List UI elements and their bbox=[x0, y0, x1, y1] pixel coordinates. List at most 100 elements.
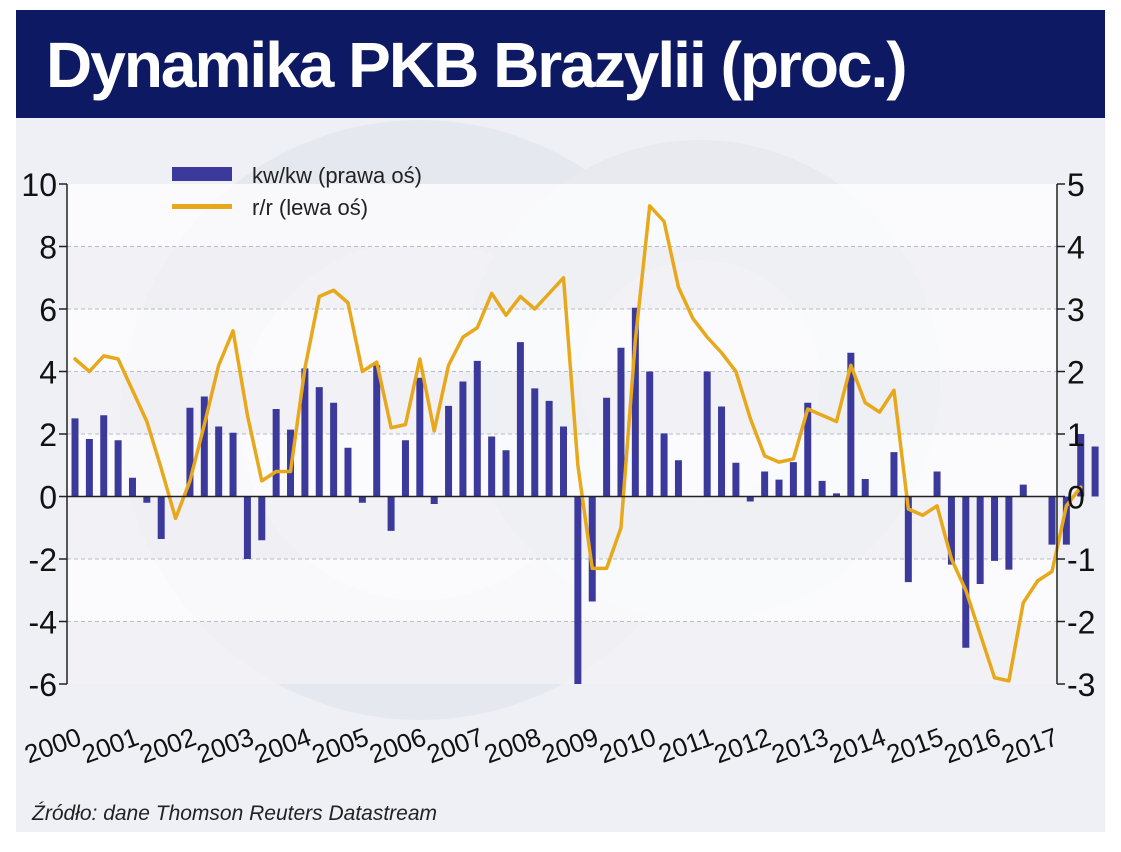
bar bbox=[243, 496, 251, 559]
x-tick-label: 2012 bbox=[710, 721, 775, 769]
bar bbox=[818, 480, 826, 497]
bar bbox=[1077, 434, 1085, 497]
x-tick-label: 2013 bbox=[768, 721, 833, 769]
bar bbox=[71, 418, 79, 497]
bar bbox=[100, 415, 108, 497]
left-tick-label: 4 bbox=[39, 355, 57, 391]
bar bbox=[904, 496, 912, 583]
bar bbox=[358, 496, 366, 503]
legend-label-line: r/r (lewa oś) bbox=[252, 195, 368, 220]
line-series bbox=[73, 204, 1083, 683]
left-axis-ticks: 10 8 6 4 2 0 -2 -4 -6 bbox=[21, 167, 67, 703]
left-tick-label: 2 bbox=[39, 417, 57, 453]
plot-band bbox=[67, 309, 1057, 372]
bar bbox=[315, 387, 323, 497]
left-tick-label: 10 bbox=[21, 167, 57, 203]
right-tick-label: 2 bbox=[1067, 355, 1085, 391]
bar bbox=[373, 365, 381, 497]
bar bbox=[545, 400, 553, 497]
bar bbox=[947, 496, 955, 565]
right-tick-label: -1 bbox=[1067, 542, 1095, 578]
plot-band bbox=[67, 496, 1057, 559]
bar bbox=[890, 452, 898, 497]
right-tick-label: -3 bbox=[1067, 667, 1095, 703]
left-tick-label: -2 bbox=[29, 542, 57, 578]
bar bbox=[976, 496, 984, 584]
bar bbox=[143, 496, 151, 503]
source-note: Źródło: dane Thomson Reuters Datastream bbox=[32, 802, 438, 825]
x-tick-label: 2010 bbox=[595, 721, 660, 769]
bar bbox=[703, 371, 711, 497]
bar bbox=[200, 396, 208, 497]
bar bbox=[387, 496, 395, 531]
bar bbox=[186, 407, 194, 497]
bar bbox=[258, 496, 266, 541]
bar bbox=[775, 479, 783, 497]
bar bbox=[128, 477, 136, 497]
bar bbox=[617, 347, 625, 497]
bar bbox=[488, 436, 496, 497]
bar bbox=[674, 460, 682, 497]
left-tick-label: -4 bbox=[29, 605, 57, 641]
bar bbox=[660, 433, 668, 497]
bar bbox=[430, 496, 438, 504]
left-tick-label: 8 bbox=[39, 230, 57, 266]
plot-band bbox=[67, 184, 1057, 247]
bar bbox=[832, 493, 840, 497]
title-bar: Dynamika PKB Brazylii (proc.) bbox=[16, 10, 1105, 118]
right-axis-ticks: 5 4 3 2 1 0 -1 -2 -3 bbox=[1057, 167, 1095, 703]
bar bbox=[416, 377, 424, 497]
bar bbox=[1048, 496, 1056, 545]
x-tick-label: 2016 bbox=[940, 721, 1005, 769]
x-axis-ticks: 2000200120022003200420052006200720082009… bbox=[20, 721, 1062, 769]
bar bbox=[473, 360, 481, 497]
bar bbox=[114, 440, 122, 497]
right-tick-label: 0 bbox=[1067, 480, 1085, 516]
bar bbox=[401, 440, 409, 497]
x-tick-label: 2002 bbox=[135, 721, 200, 769]
x-tick-label: 2017 bbox=[997, 721, 1062, 769]
bar bbox=[732, 462, 740, 497]
bar bbox=[157, 496, 165, 539]
x-tick-label: 2004 bbox=[250, 721, 315, 769]
right-tick-label: 5 bbox=[1067, 167, 1085, 203]
bar bbox=[631, 307, 639, 497]
x-tick-label: 2008 bbox=[480, 721, 545, 769]
bar bbox=[646, 371, 654, 497]
bar bbox=[330, 402, 338, 497]
x-tick-label: 2006 bbox=[365, 721, 430, 769]
bar bbox=[516, 342, 524, 497]
right-tick-label: 1 bbox=[1067, 417, 1085, 453]
x-tick-label: 2009 bbox=[538, 721, 603, 769]
left-tick-label: -6 bbox=[29, 667, 57, 703]
legend-label-bars: kw/kw (prawa oś) bbox=[252, 163, 422, 188]
bar bbox=[718, 406, 726, 497]
bar bbox=[445, 405, 453, 497]
bar bbox=[789, 462, 797, 497]
x-tick-label: 2003 bbox=[193, 721, 258, 769]
bar bbox=[344, 447, 352, 497]
bar bbox=[502, 450, 510, 497]
bar bbox=[933, 471, 941, 497]
left-tick-label: 0 bbox=[39, 480, 57, 516]
bar bbox=[861, 479, 869, 497]
bar bbox=[272, 409, 280, 497]
bar bbox=[746, 496, 754, 502]
bar bbox=[574, 496, 582, 684]
chart-title: Dynamika PKB Brazylii (proc.) bbox=[46, 29, 908, 101]
bar bbox=[1005, 496, 1013, 570]
bar bbox=[531, 388, 539, 497]
legend-swatch-line bbox=[172, 204, 232, 209]
bar bbox=[761, 471, 769, 497]
bar bbox=[588, 496, 596, 602]
yoy-line bbox=[73, 204, 1083, 683]
left-tick-label: 6 bbox=[39, 292, 57, 328]
bar bbox=[1062, 496, 1070, 545]
plot-band bbox=[67, 371, 1057, 434]
x-tick-label: 2011 bbox=[654, 721, 717, 768]
bar bbox=[847, 352, 855, 497]
bar bbox=[85, 439, 93, 497]
right-tick-label: -2 bbox=[1067, 605, 1095, 641]
right-tick-label: 4 bbox=[1067, 230, 1085, 266]
